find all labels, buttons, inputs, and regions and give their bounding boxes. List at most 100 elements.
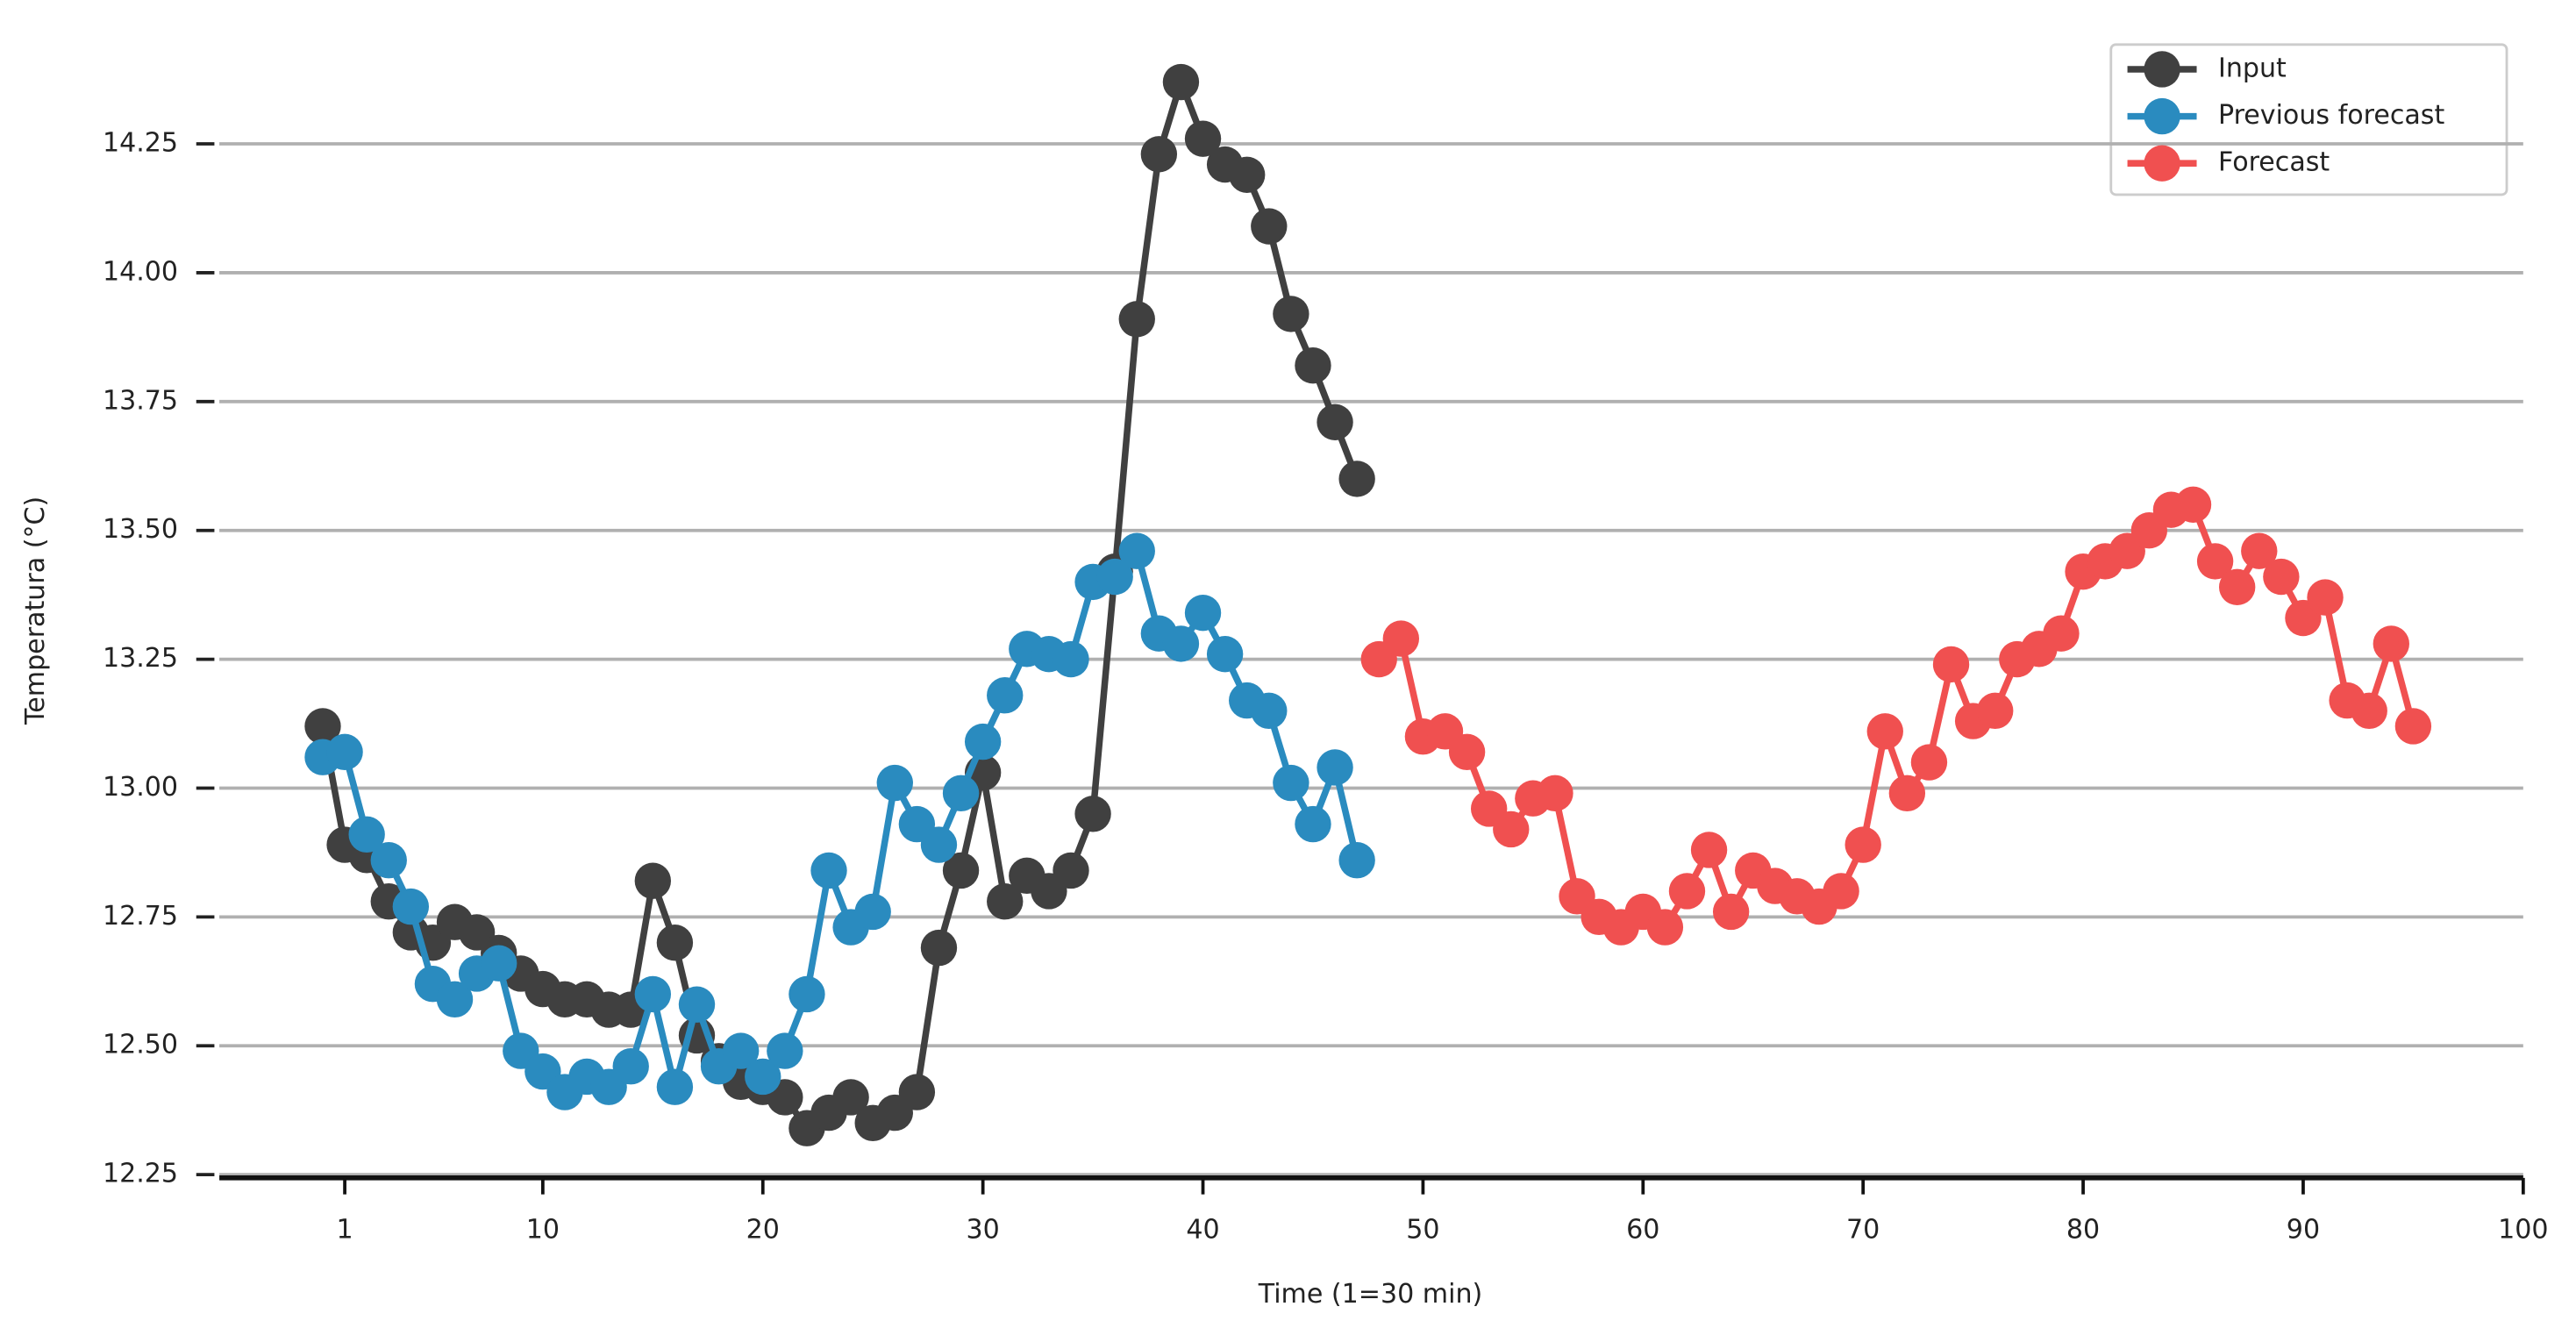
data-point — [942, 775, 980, 812]
data-point — [2043, 615, 2080, 652]
data-point — [1053, 640, 1089, 678]
data-point — [1096, 558, 1133, 596]
data-point — [920, 826, 958, 863]
data-point — [370, 842, 407, 879]
data-point — [2218, 568, 2256, 606]
data-point — [1910, 744, 1948, 781]
y-tick-label: 13.00 — [103, 772, 178, 803]
data-point — [964, 723, 1002, 760]
data-point — [2196, 543, 2234, 580]
y-tick-label: 12.75 — [103, 901, 178, 932]
data-point — [634, 975, 672, 1013]
data-point — [634, 862, 672, 899]
data-point — [1668, 873, 1706, 910]
data-point — [1317, 403, 1353, 441]
data-point — [2174, 486, 2212, 524]
data-point — [1251, 692, 1288, 730]
data-point — [1823, 873, 1859, 910]
data-point — [722, 1032, 760, 1069]
data-point — [1646, 909, 1684, 946]
data-point — [1184, 120, 1222, 157]
data-point — [1338, 842, 1375, 879]
data-point — [1295, 347, 1331, 384]
data-point — [1273, 764, 1309, 802]
x-tick-label: 90 — [2287, 1215, 2320, 1246]
data-point — [920, 929, 958, 967]
data-point — [942, 852, 980, 889]
data-point — [2307, 579, 2344, 616]
data-point — [612, 1048, 649, 1085]
legend-label: Previous forecast — [2218, 100, 2444, 131]
data-point — [436, 981, 474, 1018]
data-point — [2373, 625, 2409, 662]
data-point — [1690, 832, 1728, 868]
data-point — [1162, 625, 1200, 662]
y-tick-label: 14.25 — [103, 128, 178, 159]
y-tick-label: 13.25 — [103, 643, 178, 674]
data-point — [1338, 461, 1375, 497]
data-point — [392, 888, 430, 925]
legend-box — [2109, 43, 2508, 196]
series-line — [322, 544, 1360, 1096]
data-point — [2241, 532, 2278, 569]
y-tick-label: 13.75 — [103, 385, 178, 416]
x-tick-label: 40 — [1186, 1215, 1219, 1246]
data-point — [1888, 775, 1926, 812]
x-tick-label: 20 — [746, 1215, 780, 1246]
data-point — [987, 883, 1024, 920]
legend-swatch — [2144, 51, 2180, 88]
data-point — [1845, 826, 1881, 863]
y-tick-label: 13.50 — [103, 514, 178, 545]
data-point — [2263, 558, 2300, 596]
data-point — [481, 945, 517, 982]
data-point — [1493, 810, 1530, 848]
data-point — [788, 975, 825, 1013]
data-point — [745, 1058, 781, 1096]
data-point — [1537, 775, 1573, 812]
data-point — [767, 1032, 803, 1069]
data-point — [832, 1079, 869, 1116]
data-point — [1053, 852, 1089, 889]
data-point — [1317, 749, 1353, 786]
legend-label: Forecast — [2218, 147, 2330, 178]
x-tick-label: 10 — [526, 1215, 560, 1246]
x-tick-label: 50 — [1406, 1215, 1439, 1246]
legend-swatch — [2144, 145, 2180, 182]
data-point — [1140, 136, 1178, 173]
data-point — [876, 764, 913, 802]
data-point — [348, 816, 385, 853]
data-point — [854, 893, 891, 931]
data-point — [656, 1068, 694, 1105]
legend-swatch — [2144, 97, 2180, 135]
data-point — [1074, 796, 1111, 832]
data-point — [326, 733, 363, 771]
data-point — [1866, 713, 1903, 750]
legend-label: Input — [2218, 53, 2287, 83]
x-tick-label: 1 — [337, 1215, 353, 1246]
data-point — [678, 986, 716, 1023]
data-point — [304, 708, 341, 745]
data-point — [2351, 692, 2387, 730]
y-tick-label: 12.50 — [103, 1030, 178, 1060]
data-point — [1251, 208, 1288, 245]
data-point — [1118, 532, 1155, 569]
data-point — [656, 925, 694, 961]
x-tick-label: 60 — [1626, 1215, 1659, 1246]
data-point — [1273, 296, 1309, 332]
data-point — [1932, 646, 1970, 683]
data-point — [1162, 63, 1200, 101]
x-tick-label: 30 — [967, 1215, 1000, 1246]
data-point — [1382, 620, 1420, 657]
x-tick-label: 100 — [2498, 1215, 2548, 1246]
data-point — [810, 852, 847, 889]
y-tick-label: 12.25 — [103, 1159, 178, 1189]
data-point — [987, 677, 1024, 714]
data-point — [1448, 733, 1486, 771]
data-point — [2394, 708, 2432, 745]
data-point — [1206, 636, 1244, 673]
data-point — [1712, 893, 1750, 931]
x-tick-label: 70 — [1846, 1215, 1880, 1246]
data-point — [898, 1074, 936, 1110]
